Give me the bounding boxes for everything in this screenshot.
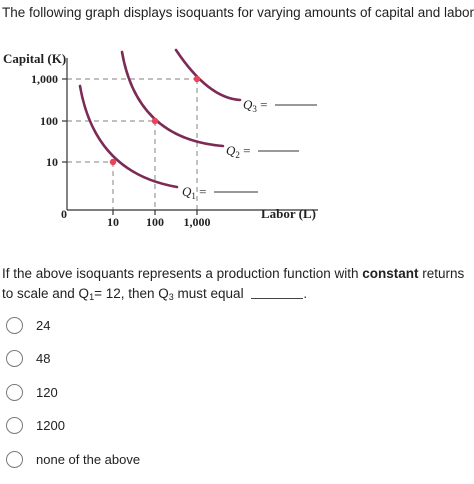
guide-lines bbox=[67, 78, 198, 210]
x-tick-100: 100 bbox=[146, 215, 164, 229]
radio-button[interactable] bbox=[6, 417, 23, 434]
answer-blank bbox=[251, 286, 304, 299]
x-tick-1000: 1,000 bbox=[184, 215, 211, 229]
q3-label: Q3 = bbox=[243, 97, 267, 114]
point-q3 bbox=[193, 75, 201, 83]
origin-label: 0 bbox=[61, 207, 67, 221]
q1-label: Q1 = bbox=[182, 184, 206, 201]
option-label: 1200 bbox=[36, 418, 65, 433]
point-q1 bbox=[109, 158, 117, 166]
radio-button[interactable] bbox=[6, 316, 23, 334]
emphasis-constant: constant bbox=[362, 266, 419, 281]
option-48[interactable]: 48 bbox=[6, 349, 140, 369]
option-label: none of the above bbox=[36, 451, 141, 467]
isoquant-graph: Q1 = Q2 = Q3 = Capital (K) Labor (L) 1,0… bbox=[3, 48, 318, 229]
radio-button[interactable] bbox=[6, 350, 23, 367]
y-tick-10: 10 bbox=[46, 155, 58, 169]
option-none-of-the-above[interactable]: none of the above bbox=[6, 449, 140, 469]
option-label: 24 bbox=[36, 317, 51, 333]
x-tick-10: 10 bbox=[107, 215, 119, 229]
isoquant-q1-curve bbox=[78, 84, 179, 189]
radio-button[interactable] bbox=[6, 450, 23, 468]
point-q2 bbox=[151, 117, 159, 125]
y-tick-100: 100 bbox=[40, 114, 58, 128]
axes bbox=[62, 58, 318, 215]
option-24[interactable]: 24 bbox=[6, 315, 140, 335]
option-120[interactable]: 120 bbox=[6, 382, 140, 402]
question-text: If the above isoquants represents a prod… bbox=[2, 266, 465, 302]
radio-button[interactable] bbox=[6, 383, 23, 401]
x-axis-label: Labor (L) bbox=[261, 206, 316, 221]
option-1200[interactable]: 1200 bbox=[6, 416, 140, 436]
y-axis-label: Capital (K) bbox=[3, 51, 66, 66]
isoquant-q3-curve bbox=[174, 48, 242, 102]
q2-label: Q2 = bbox=[226, 143, 250, 160]
option-label: 120 bbox=[36, 384, 58, 400]
y-tick-1000: 1,000 bbox=[31, 72, 58, 86]
intro-text: The following graph displays isoquants f… bbox=[2, 5, 474, 20]
isoquant-q2-curve bbox=[120, 50, 225, 148]
option-label: 48 bbox=[36, 351, 51, 366]
answer-options: 24 48 120 1200 none of the above bbox=[6, 315, 140, 483]
